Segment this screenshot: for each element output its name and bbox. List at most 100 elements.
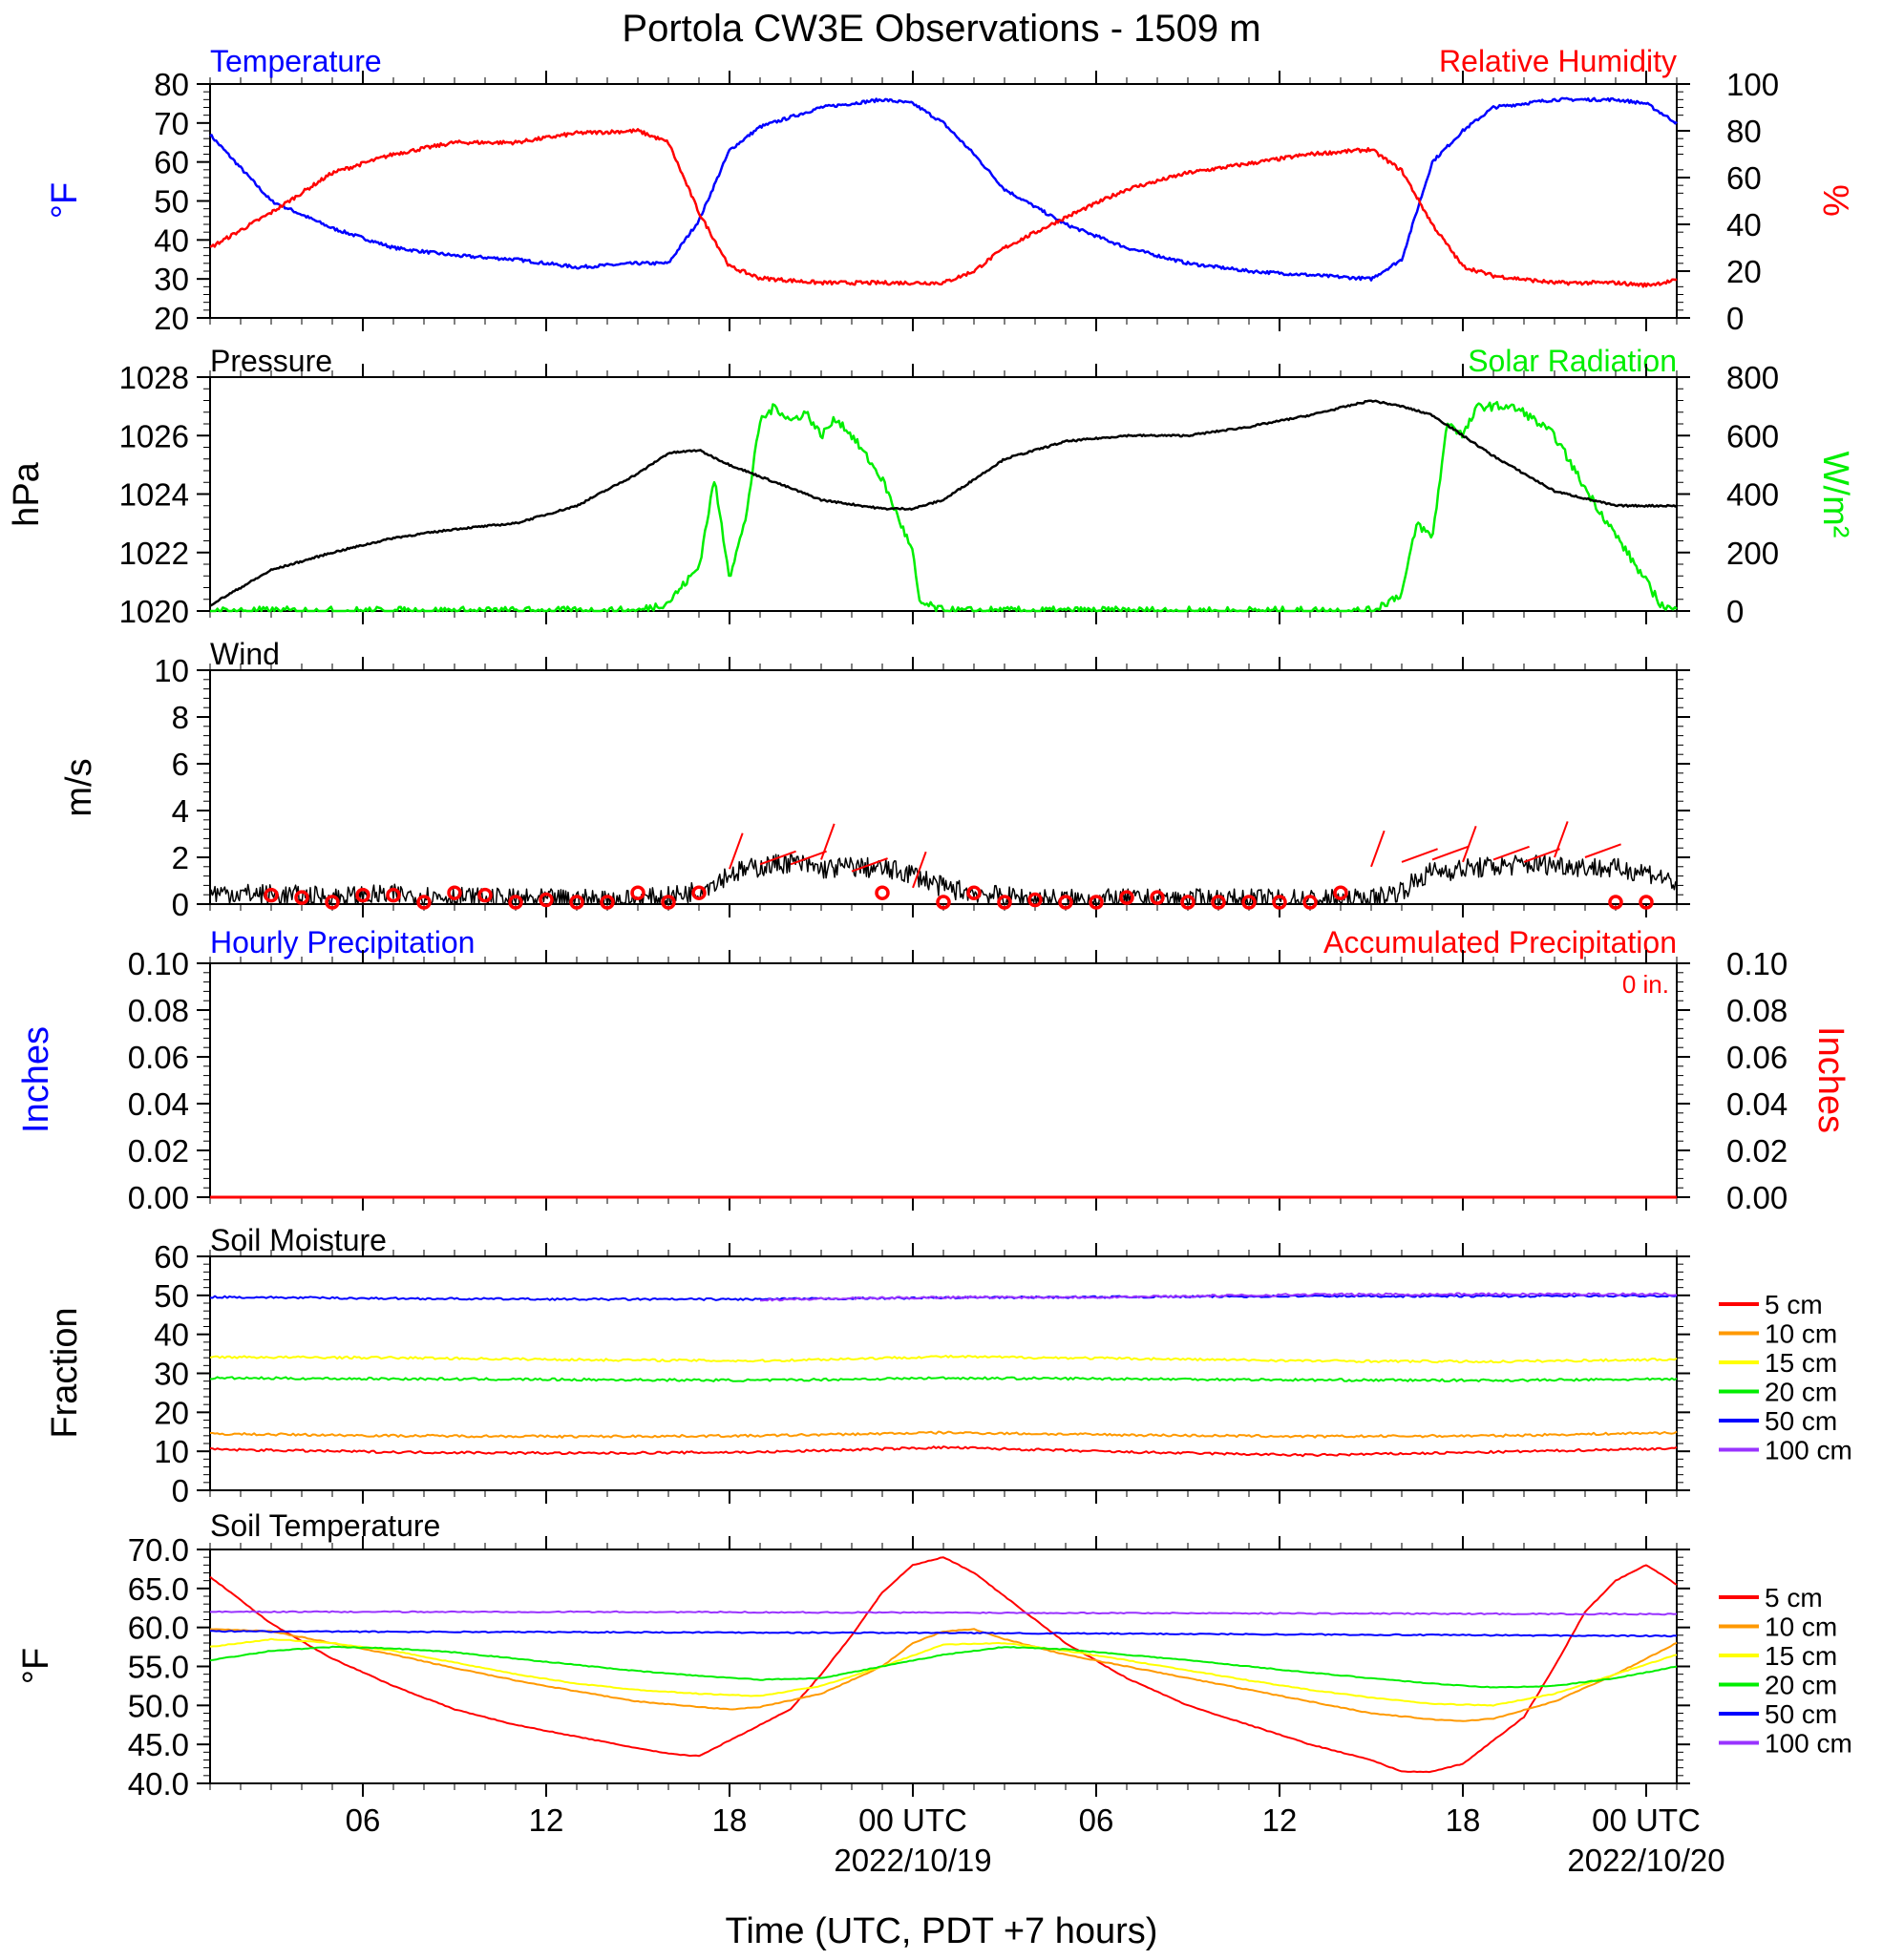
left-tick-label: 1020 — [119, 594, 189, 629]
soil-temp-panel: Soil Temperature °F 40.0 45.0 50.055.0 60.0… — [16, 1508, 1852, 1802]
right-tick-label: 80 — [1726, 114, 1762, 149]
legend-label: 5 cm — [1765, 1290, 1823, 1319]
hourly-precip-unit: Inches — [16, 1026, 56, 1133]
x-axis-label: Time (UTC, PDT +7 hours) — [726, 1911, 1158, 1951]
left-tick-label: 0.00 — [128, 1180, 189, 1215]
wind-calm-marker — [1639, 895, 1654, 910]
left-tick-label: 60 — [154, 145, 189, 180]
temperature-unit: °F — [45, 182, 85, 219]
right-tick-label: 100 — [1726, 67, 1779, 102]
legend-label: 100 cm — [1765, 1436, 1852, 1465]
legend-label: 15 cm — [1765, 1348, 1837, 1378]
left-tick-label: 6 — [172, 747, 189, 782]
legend-label: 100 cm — [1765, 1729, 1852, 1759]
soil-moisture-line-10cm — [210, 1430, 1678, 1439]
soil-moisture-series — [209, 1292, 1678, 1458]
left-tick-label: 45.0 — [128, 1727, 189, 1762]
left-tick-label: 60 — [154, 1239, 189, 1275]
right-tick-label: 0.04 — [1726, 1086, 1788, 1122]
wind-barb — [1492, 845, 1530, 861]
left-tick-label: 20 — [154, 1395, 189, 1430]
right-tick-label: 800 — [1726, 360, 1779, 395]
x-date-label: 2022/10/19 — [834, 1843, 991, 1878]
left-tick-label: 1024 — [119, 477, 189, 513]
rh-line — [209, 128, 1678, 288]
soil-temp-line-50cm — [209, 1630, 1678, 1638]
wind-barb — [1523, 848, 1560, 863]
accum-precip-unit: Inches — [1810, 1026, 1851, 1133]
temp-rh-series — [209, 96, 1678, 288]
wind-calm-marker — [447, 885, 462, 900]
wind-calm-marker — [477, 887, 493, 903]
wind-calm-marker — [1333, 885, 1348, 900]
temperature-line — [209, 96, 1678, 282]
wind-calm-marker — [1089, 895, 1104, 910]
left-tick-label: 0.02 — [128, 1133, 189, 1169]
wind-calm-marker — [325, 895, 340, 910]
hourly-precip-title: Hourly Precipitation — [210, 925, 475, 959]
soil-temp-title: Soil Temperature — [210, 1508, 440, 1543]
wind-calm-marker — [997, 895, 1012, 910]
soil-moisture-line-5cm — [209, 1445, 1678, 1458]
wind-calm-marker — [355, 887, 370, 903]
right-tick-label: 20 — [1726, 254, 1762, 289]
wind-barb — [1370, 830, 1386, 868]
legend-label: 20 cm — [1765, 1378, 1837, 1407]
x-tick-label: 18 — [1446, 1802, 1481, 1838]
x-tick-label: 18 — [712, 1802, 748, 1838]
soil-temp-line-15cm — [209, 1637, 1678, 1707]
wind-calm-marker — [386, 887, 401, 903]
solar-radiation-line — [210, 400, 1678, 613]
precip-ticks: 0.00 0.02 0.04 0.06 0.08 0.10 0.00 0.02 0.04 0.06… — [128, 946, 1788, 1215]
left-tick-label: 40 — [154, 222, 189, 258]
wind-calm-marker — [1241, 895, 1257, 910]
pressure-line — [209, 399, 1678, 607]
right-tick-label: 600 — [1726, 418, 1779, 453]
wind-calm-marker — [1027, 892, 1043, 908]
right-tick-label: 0.08 — [1726, 993, 1788, 1028]
soil-temp-ticks: 40.0 45.0 50.055.0 60.0 65.070.0 — [128, 1532, 1690, 1802]
wind-calm-marker — [966, 885, 982, 900]
wind-calm-marker — [1272, 895, 1287, 910]
left-tick-label: 80 — [154, 67, 189, 102]
wind-barb — [1431, 845, 1469, 861]
wind-calm-marker — [1302, 895, 1318, 910]
left-tick-label: 2 — [172, 840, 189, 875]
right-tick-label: 40 — [1726, 207, 1762, 242]
left-tick-label: 20 — [154, 301, 189, 336]
right-tick-label: 0.00 — [1726, 1180, 1788, 1215]
legend-label: 10 cm — [1765, 1319, 1837, 1349]
legend-label: 15 cm — [1765, 1641, 1837, 1671]
wind-calm-marker — [264, 887, 279, 903]
time-axis: 06 12 18 00 UTC 06 12 18 00 UTC 2022/10/19 2022/1… — [346, 1802, 1725, 1878]
left-tick-label: 0.10 — [128, 946, 189, 981]
wind-calm-marker — [936, 895, 951, 910]
wind-barb — [1462, 825, 1477, 863]
legend-label: 50 cm — [1765, 1406, 1837, 1436]
left-tick-label: 50.0 — [128, 1688, 189, 1723]
left-tick-label: 60.0 — [128, 1611, 189, 1646]
wind-calm-marker — [1211, 895, 1226, 910]
wind-calm-marker — [1608, 895, 1623, 910]
wind-barb — [851, 857, 888, 873]
wind-ticks: 0 2 4 6 8 10 — [154, 653, 1690, 922]
soil-temp-unit: °F — [16, 1648, 56, 1684]
left-tick-label: 30 — [154, 1357, 189, 1392]
x-date-label: 2022/10/20 — [1567, 1843, 1724, 1878]
right-tick-label: 0.10 — [1726, 946, 1788, 981]
wind-barb — [912, 851, 927, 889]
x-tick-label: 00 UTC — [858, 1802, 967, 1838]
soil-moisture-unit: Fraction — [45, 1307, 85, 1438]
right-tick-label: 0.02 — [1726, 1133, 1788, 1169]
soil-moisture-line-100cm — [760, 1292, 1678, 1302]
right-tick-label: 60 — [1726, 160, 1762, 196]
pressure-solar-series — [209, 399, 1678, 613]
soil-temp-line-100cm — [210, 1610, 1678, 1616]
wind-speed-line — [209, 852, 1678, 905]
pressure-solar-ticks: 1020 1022 1024 1026 1028 0 200 400 600 800 — [119, 360, 1779, 629]
x-tick-label: 12 — [529, 1802, 564, 1838]
